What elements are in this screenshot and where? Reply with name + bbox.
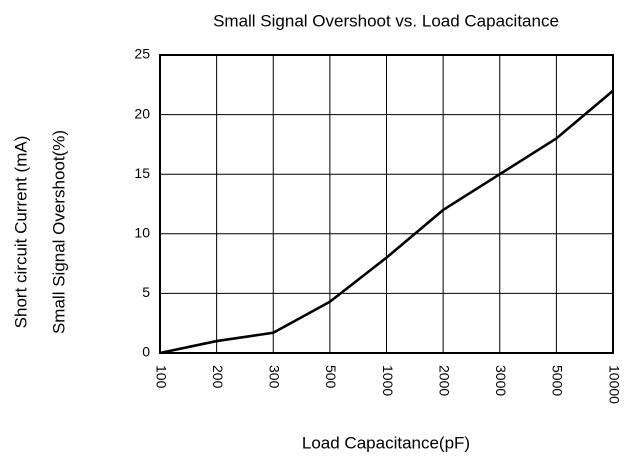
y-axis-label: Small Signal Overshoot(%) [49, 130, 68, 334]
x-tick-label: 5000 [550, 365, 566, 396]
y-tick-label: 5 [142, 284, 150, 300]
x-tick-label: 200 [210, 365, 226, 389]
x-tick-label: 2000 [436, 365, 452, 396]
x-axis-label: Load Capacitance(pF) [302, 433, 470, 452]
x-tick-label: 500 [323, 365, 339, 389]
y-axis-label: Short circuit Current (mA) [11, 136, 30, 329]
y-tick-label: 15 [134, 165, 150, 181]
x-tick-label: 300 [267, 365, 283, 389]
chart-title: Small Signal Overshoot vs. Load Capacita… [213, 11, 559, 30]
y-tick-label: 20 [134, 105, 150, 121]
y-tick-label: 10 [134, 225, 150, 241]
x-tick-label: 10000 [606, 365, 622, 404]
x-tick-label: 100 [153, 365, 169, 389]
x-tick-label: 1000 [380, 365, 396, 396]
x-tick-label: 3000 [493, 365, 509, 396]
y-tick-label: 0 [142, 344, 150, 360]
data-line [159, 89, 614, 355]
y-tick-label: 25 [134, 46, 150, 62]
plot-frame [159, 54, 614, 354]
